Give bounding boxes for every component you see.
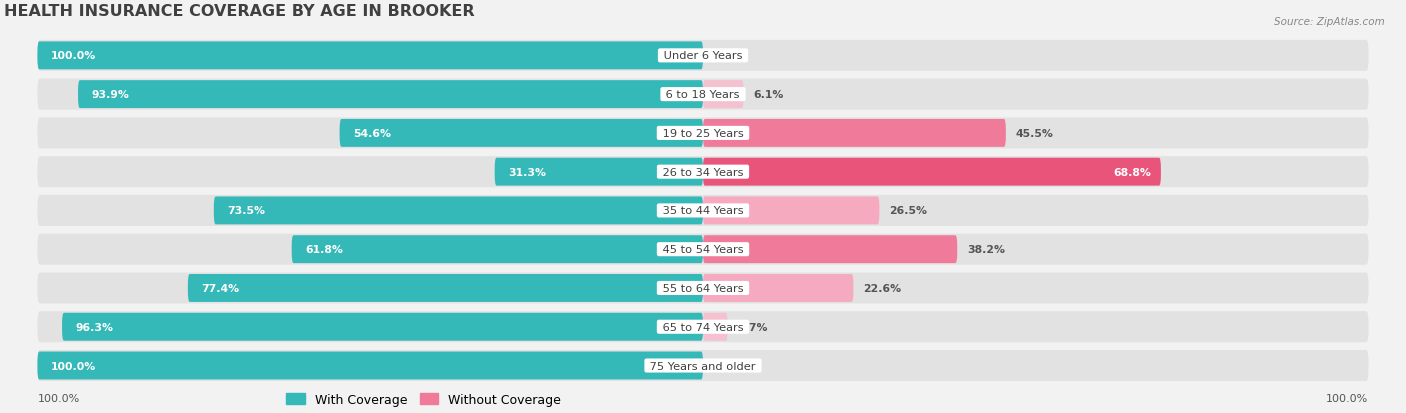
Text: 3.7%: 3.7% [738, 322, 768, 332]
Text: 6.1%: 6.1% [754, 90, 785, 100]
Text: Under 6 Years: Under 6 Years [659, 51, 747, 61]
FancyBboxPatch shape [703, 313, 728, 341]
FancyBboxPatch shape [38, 352, 703, 380]
FancyBboxPatch shape [291, 236, 703, 263]
FancyBboxPatch shape [495, 158, 703, 186]
FancyBboxPatch shape [79, 81, 703, 109]
FancyBboxPatch shape [38, 234, 1368, 265]
FancyBboxPatch shape [38, 41, 1368, 72]
FancyBboxPatch shape [38, 273, 1368, 304]
FancyBboxPatch shape [62, 313, 703, 341]
FancyBboxPatch shape [38, 79, 1368, 110]
Text: 65 to 74 Years: 65 to 74 Years [659, 322, 747, 332]
Text: 38.2%: 38.2% [967, 244, 1005, 254]
FancyBboxPatch shape [188, 274, 703, 302]
Text: HEALTH INSURANCE COVERAGE BY AGE IN BROOKER: HEALTH INSURANCE COVERAGE BY AGE IN BROO… [4, 4, 475, 19]
Text: 75 Years and older: 75 Years and older [647, 361, 759, 370]
Text: 19 to 25 Years: 19 to 25 Years [659, 128, 747, 138]
Text: 100.0%: 100.0% [1326, 394, 1368, 404]
Text: 45 to 54 Years: 45 to 54 Years [659, 244, 747, 254]
Text: 77.4%: 77.4% [201, 283, 239, 293]
Text: 54.6%: 54.6% [353, 128, 391, 138]
Text: 22.6%: 22.6% [863, 283, 901, 293]
FancyBboxPatch shape [38, 157, 1368, 188]
Text: 0.0%: 0.0% [716, 51, 747, 61]
Text: 96.3%: 96.3% [76, 322, 114, 332]
FancyBboxPatch shape [703, 81, 744, 109]
Text: 100.0%: 100.0% [51, 51, 96, 61]
Text: 0.0%: 0.0% [716, 361, 747, 370]
Text: 68.8%: 68.8% [1114, 167, 1152, 177]
FancyBboxPatch shape [703, 197, 879, 225]
FancyBboxPatch shape [38, 42, 703, 70]
Text: 61.8%: 61.8% [305, 244, 343, 254]
Text: 26 to 34 Years: 26 to 34 Years [659, 167, 747, 177]
Text: Source: ZipAtlas.com: Source: ZipAtlas.com [1274, 17, 1385, 26]
FancyBboxPatch shape [703, 236, 957, 263]
Text: 6 to 18 Years: 6 to 18 Years [662, 90, 744, 100]
FancyBboxPatch shape [340, 120, 703, 147]
FancyBboxPatch shape [214, 197, 703, 225]
FancyBboxPatch shape [38, 350, 1368, 381]
Legend: With Coverage, Without Coverage: With Coverage, Without Coverage [281, 388, 567, 411]
Text: 31.3%: 31.3% [508, 167, 546, 177]
FancyBboxPatch shape [703, 158, 1161, 186]
Text: 93.9%: 93.9% [91, 90, 129, 100]
Text: 100.0%: 100.0% [38, 394, 80, 404]
Text: 100.0%: 100.0% [51, 361, 96, 370]
FancyBboxPatch shape [703, 120, 1005, 147]
FancyBboxPatch shape [38, 118, 1368, 149]
Text: 73.5%: 73.5% [228, 206, 266, 216]
Text: 55 to 64 Years: 55 to 64 Years [659, 283, 747, 293]
Text: 45.5%: 45.5% [1015, 128, 1053, 138]
Text: 26.5%: 26.5% [890, 206, 928, 216]
FancyBboxPatch shape [38, 311, 1368, 342]
FancyBboxPatch shape [38, 195, 1368, 226]
FancyBboxPatch shape [703, 274, 853, 302]
Text: 35 to 44 Years: 35 to 44 Years [659, 206, 747, 216]
